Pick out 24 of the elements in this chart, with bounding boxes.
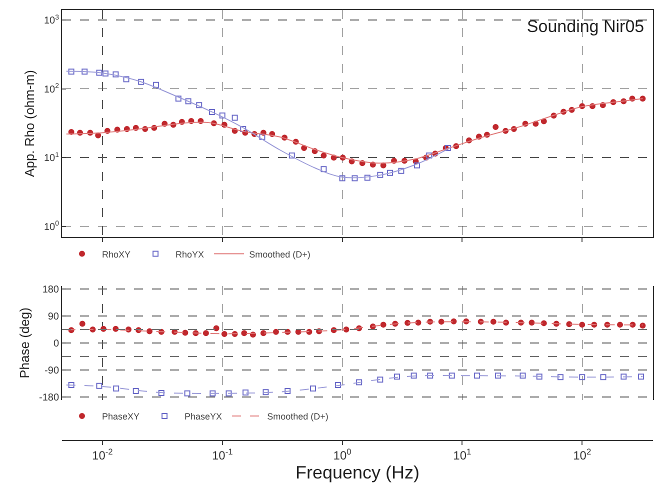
x-tick-label: 10$^{1}$	[453, 446, 472, 462]
x-tick-label: 10$^{-2}$	[92, 446, 114, 462]
y-tick-label: 10$^{3}$	[44, 14, 60, 27]
y-axis-title: App. Rho (ohm-m)	[22, 70, 37, 177]
y-tick-label: 0	[53, 338, 60, 350]
y-tick-label: -90	[44, 365, 60, 376]
chart-title: Sounding Nir05	[526, 17, 644, 36]
legend-label: PhaseYX	[184, 412, 222, 422]
legend-label: Smoothed (D+)	[267, 412, 328, 422]
y-tick-label: 180	[42, 284, 60, 296]
y-tick-label: 10$^{2}$	[44, 83, 60, 96]
legend-label: RhoXY	[102, 249, 131, 260]
y-tick-label: 10$^{0}$	[44, 220, 60, 233]
x-tick-label: 10$^{2}$	[573, 446, 592, 462]
y-tick-label: -180	[38, 392, 60, 404]
legend-label: RhoYX	[176, 249, 204, 260]
x-axis-title: Frequency (Hz)	[295, 462, 420, 482]
y-axis-title: Phase (deg)	[16, 308, 32, 378]
x-tick-label: 10$^{-1}$	[212, 446, 234, 462]
y-tick-label: 90	[48, 311, 60, 322]
x-tick-label: 10$^{0}$	[333, 446, 352, 462]
legend-label: PhaseXY	[102, 412, 140, 422]
y-tick-label: 10$^{1}$	[44, 152, 60, 164]
legend-label: Smoothed (D+)	[249, 249, 310, 260]
